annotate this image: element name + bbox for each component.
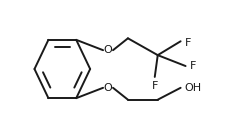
Text: OH: OH <box>184 83 201 93</box>
Text: F: F <box>189 61 195 71</box>
Text: F: F <box>184 38 190 48</box>
Text: O: O <box>103 83 112 93</box>
Text: F: F <box>151 81 157 91</box>
Text: O: O <box>103 45 112 55</box>
